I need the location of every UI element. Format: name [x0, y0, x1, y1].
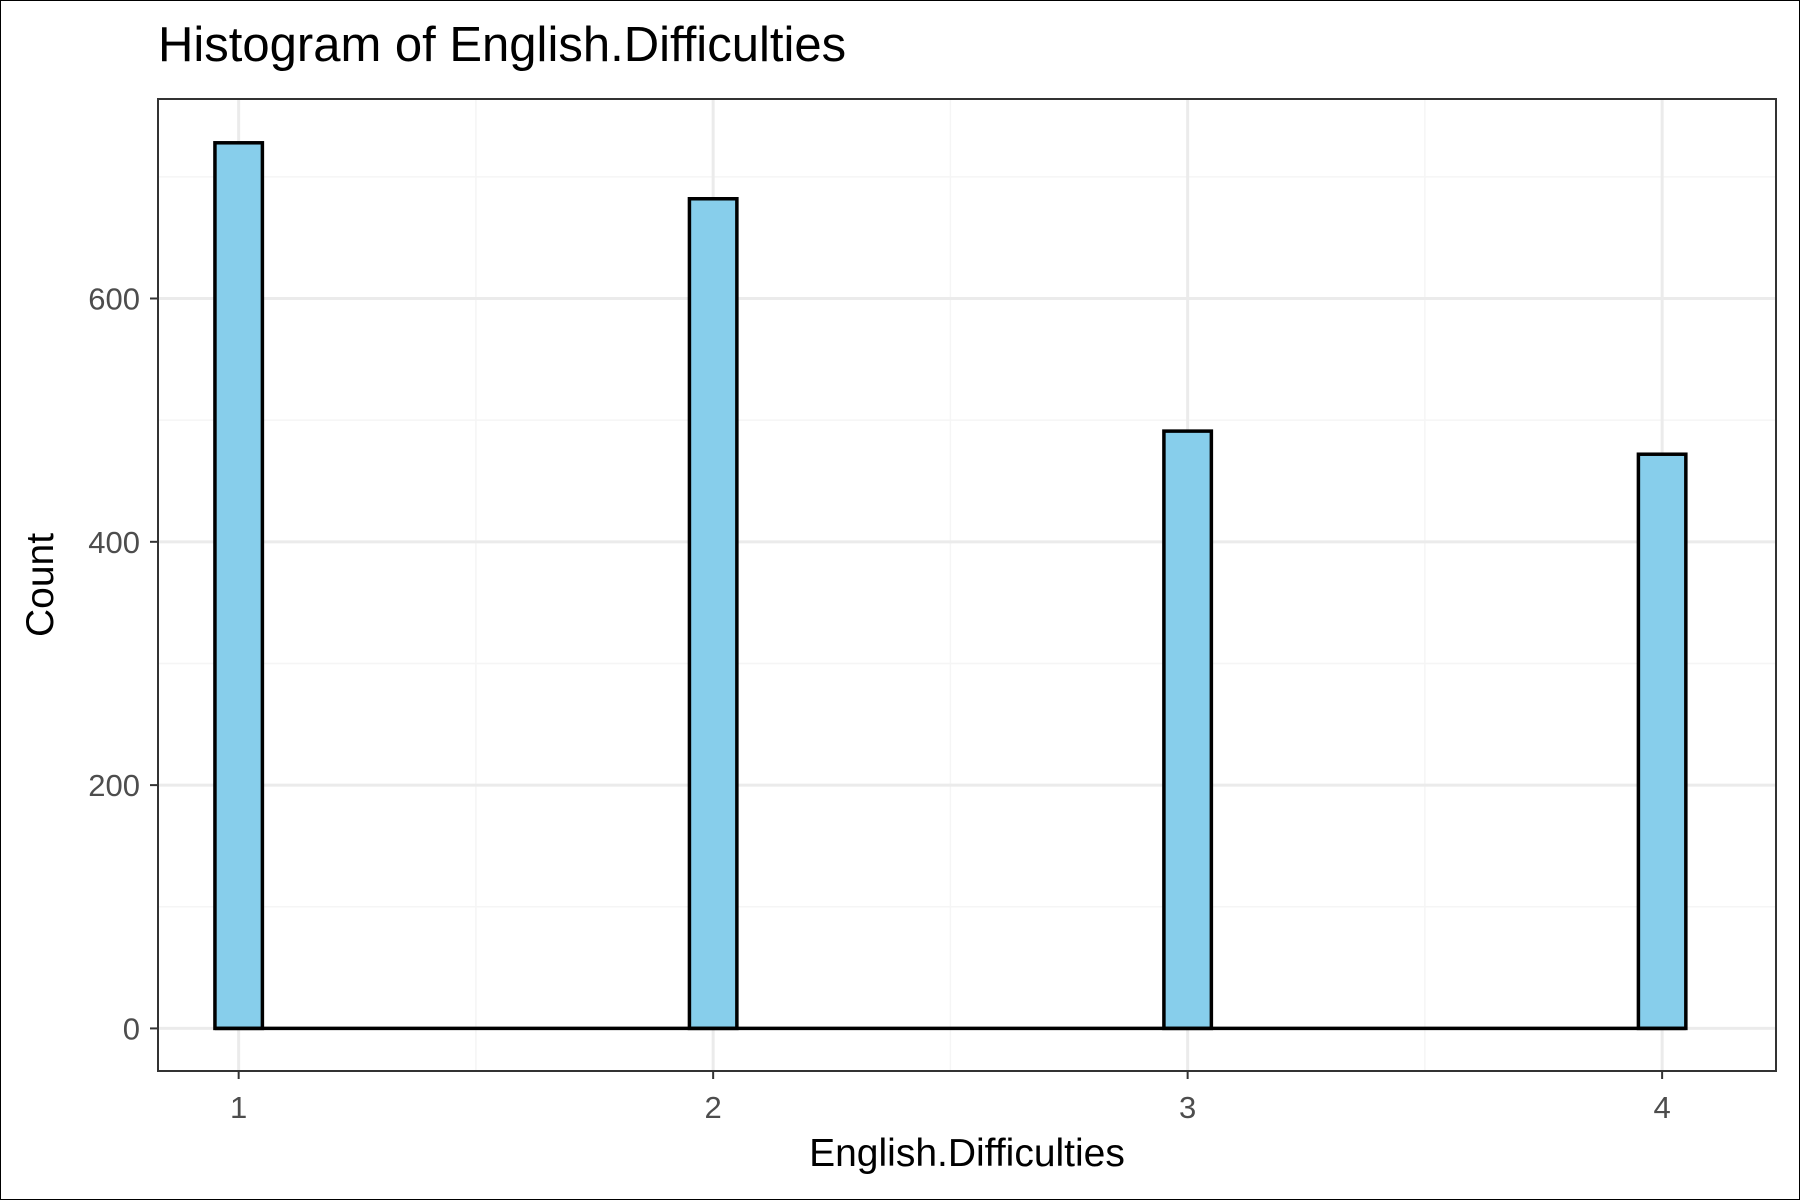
x-tick-label: 1: [230, 1090, 247, 1125]
x-axis-tick-labels: 1 2 3 4: [230, 1090, 1671, 1125]
y-axis-tick-labels: 0 200 400 600: [88, 282, 140, 1047]
axis-ticks: [150, 297, 1664, 1079]
y-tick-label: 0: [123, 1011, 140, 1046]
y-tick-label: 400: [88, 525, 140, 560]
y-tick-label: 200: [88, 768, 140, 803]
x-axis-title: English.Difficulties: [809, 1132, 1125, 1175]
y-axis-title: Count: [19, 533, 62, 637]
histogram-bar: [213, 141, 265, 1031]
major-gridlines: [158, 99, 1776, 1071]
x-tick-label: 2: [705, 1090, 722, 1125]
panel-border: [157, 98, 1777, 1072]
histogram-bar: [1636, 452, 1688, 1031]
x-tick-label: 4: [1653, 1090, 1670, 1125]
histogram-bar: [687, 197, 739, 1031]
y-tick-label: 600: [88, 282, 140, 317]
minor-gridlines: [158, 99, 1776, 1071]
x-tick-label: 3: [1179, 1090, 1196, 1125]
chart-title: Histogram of English.Difficulties: [158, 18, 847, 72]
histogram-bars: [213, 141, 1688, 1031]
histogram-bar: [1162, 429, 1214, 1031]
